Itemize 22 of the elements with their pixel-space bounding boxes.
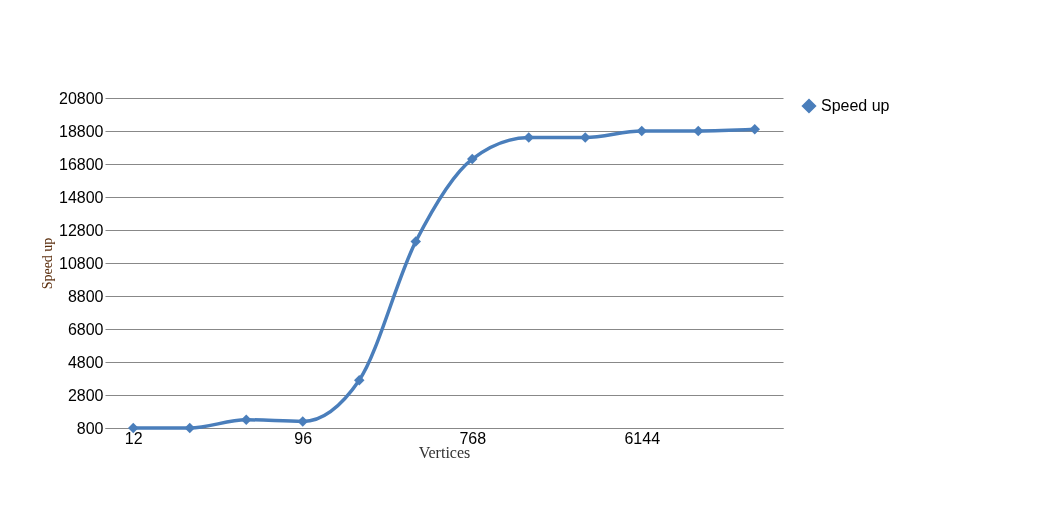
y-tick-label: 12800 [59,221,104,239]
point [184,422,195,434]
point [467,153,478,165]
y-tick-label: 4800 [67,353,104,371]
y-tick-label: 2800 [67,386,104,404]
x-tick-label: 12 [124,429,143,447]
y-tick-label: 20800 [59,89,104,107]
x-tick-label: 6144 [624,429,661,447]
y-axis-title: Speed up [40,237,56,290]
point [410,236,421,247]
legend-label: Speed up [821,97,890,114]
y-tick-label: 8800 [67,287,104,305]
y-tick-label: 800 [76,419,104,437]
y-tick-label: 6800 [67,320,104,338]
y-tick-label: 14800 [59,188,104,206]
y-tick-label: 18800 [59,122,104,140]
y-tick-label: 10800 [59,254,104,272]
point [636,125,647,137]
point [693,125,704,137]
x-tick-label: 96 [294,429,313,447]
y-tick-label: 16800 [59,155,104,173]
point [354,374,365,386]
